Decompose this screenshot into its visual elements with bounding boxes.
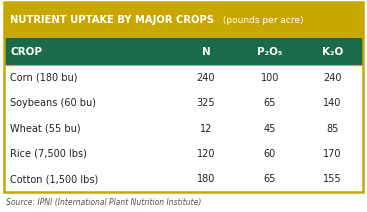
- Bar: [4, 167, 363, 192]
- Bar: [4, 65, 363, 90]
- Text: 65: 65: [264, 174, 276, 184]
- Bar: [4, 90, 363, 116]
- Text: P₂O₅: P₂O₅: [257, 47, 282, 57]
- Text: 120: 120: [197, 149, 215, 159]
- Bar: [4, 2, 363, 192]
- Text: K₂O: K₂O: [322, 47, 343, 57]
- Text: 12: 12: [200, 124, 212, 134]
- Text: Soybeans (60 bu): Soybeans (60 bu): [10, 98, 96, 108]
- Bar: [4, 116, 363, 141]
- Text: N: N: [201, 47, 210, 57]
- Text: 240: 240: [197, 73, 215, 83]
- Text: Source: IPNI (International Plant Nutrition Institute): Source: IPNI (International Plant Nutrit…: [6, 198, 201, 208]
- Bar: [4, 141, 363, 167]
- Text: NUTRIENT UPTAKE BY MAJOR CROPS: NUTRIENT UPTAKE BY MAJOR CROPS: [10, 15, 214, 25]
- Text: 240: 240: [323, 73, 342, 83]
- Text: 60: 60: [264, 149, 276, 159]
- Text: 170: 170: [323, 149, 342, 159]
- Text: 65: 65: [264, 98, 276, 108]
- Text: Wheat (55 bu): Wheat (55 bu): [10, 124, 81, 134]
- Text: 85: 85: [326, 124, 339, 134]
- Bar: [4, 39, 363, 65]
- Text: (pounds per acre): (pounds per acre): [220, 16, 304, 25]
- Text: Rice (7,500 lbs): Rice (7,500 lbs): [10, 149, 87, 159]
- Bar: [4, 2, 363, 39]
- Text: Corn (180 bu): Corn (180 bu): [10, 73, 77, 83]
- Text: 100: 100: [261, 73, 279, 83]
- Text: Cotton (1,500 lbs): Cotton (1,500 lbs): [10, 174, 98, 184]
- Text: 325: 325: [197, 98, 215, 108]
- Text: CROP: CROP: [10, 47, 42, 57]
- Text: 45: 45: [264, 124, 276, 134]
- Text: 140: 140: [323, 98, 342, 108]
- Text: 180: 180: [197, 174, 215, 184]
- Text: 155: 155: [323, 174, 342, 184]
